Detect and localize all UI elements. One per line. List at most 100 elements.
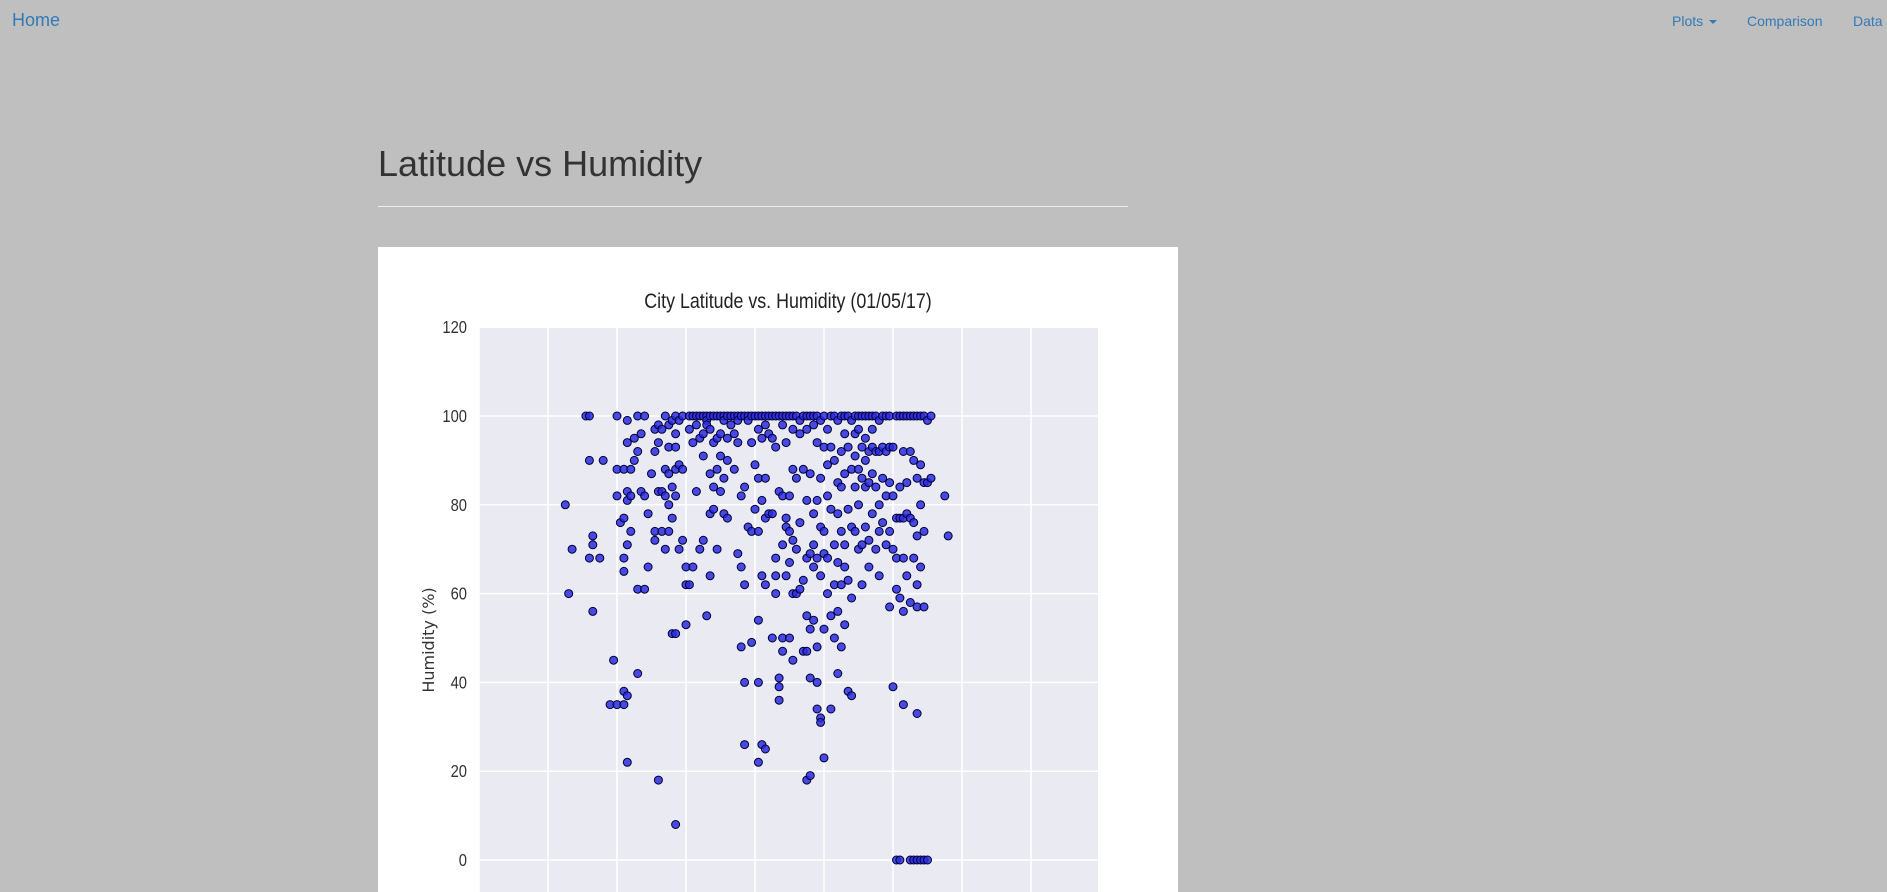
data-point — [895, 593, 905, 603]
plots-dropdown[interactable]: Plots — [1672, 13, 1718, 29]
title-divider — [378, 206, 1128, 207]
data-point — [836, 526, 846, 536]
y-tick-label: 60 — [451, 584, 467, 604]
data-point — [919, 602, 929, 612]
data-point — [733, 549, 743, 559]
data-point — [664, 500, 674, 510]
data-point — [788, 655, 798, 665]
chart-figure: 0 20 40 60 80 100 120 City Latitude vs. Humidi… — [378, 247, 1178, 892]
data-point — [774, 682, 784, 692]
data-point — [778, 420, 788, 430]
home-link[interactable]: Home — [12, 10, 61, 30]
data-point — [812, 495, 822, 505]
data-point — [940, 491, 950, 501]
data-point — [885, 602, 895, 612]
data-point — [816, 473, 826, 483]
data-point — [753, 526, 763, 536]
data-point — [823, 589, 832, 599]
data-point — [802, 611, 812, 621]
data-point — [826, 442, 836, 452]
data-point — [678, 535, 688, 545]
data-point — [760, 580, 770, 590]
data-point — [712, 464, 722, 474]
data-point — [660, 411, 670, 421]
data-point — [702, 611, 712, 621]
data-point — [905, 447, 915, 456]
data-point — [860, 455, 870, 465]
data-point — [847, 593, 857, 603]
data-point — [747, 438, 757, 448]
data-point — [736, 562, 746, 572]
data-point — [633, 447, 643, 456]
data-point — [916, 562, 926, 572]
data-point — [595, 553, 605, 563]
data-point — [619, 700, 629, 710]
data-point — [767, 633, 777, 643]
comparison-link[interactable]: Comparison — [1747, 13, 1823, 29]
data-point — [785, 633, 794, 643]
data-point — [874, 526, 884, 536]
data-point — [791, 544, 801, 554]
chart-title: City Latitude vs. Humidity (01/05/17) — [644, 290, 931, 314]
data-point — [909, 518, 919, 528]
data-point — [885, 478, 895, 488]
data-point — [567, 544, 577, 554]
data-point — [626, 526, 636, 536]
data-point — [898, 700, 908, 710]
data-point — [636, 429, 646, 439]
data-point — [671, 429, 681, 439]
y-axis-label: Humidity (%) — [419, 587, 438, 692]
data-point — [791, 473, 801, 483]
data-point — [860, 522, 870, 532]
data-point — [598, 455, 608, 465]
data-point — [805, 549, 815, 559]
data-point — [740, 580, 750, 590]
data-point — [912, 531, 922, 541]
data-point — [916, 500, 926, 510]
data-point — [667, 482, 677, 492]
data-point — [684, 424, 694, 434]
data-point — [560, 500, 570, 510]
y-tick-label: 120 — [442, 318, 467, 338]
data-point — [809, 509, 819, 519]
data-point — [633, 669, 643, 678]
data-point — [802, 424, 812, 434]
data-point — [622, 438, 632, 448]
data-point — [740, 740, 750, 750]
data-point — [650, 535, 660, 545]
data-point — [753, 615, 763, 625]
data-point — [612, 491, 622, 501]
data-point — [626, 491, 636, 501]
data-point — [695, 544, 705, 554]
data-point — [857, 580, 867, 590]
data-point — [747, 637, 757, 647]
data-point — [885, 526, 895, 536]
data-point — [802, 495, 812, 505]
data-point — [812, 677, 822, 687]
y-tick-label: 40 — [451, 673, 467, 693]
data-point — [757, 571, 767, 581]
data-point — [919, 526, 929, 536]
data-point — [888, 442, 898, 452]
data-point — [767, 509, 777, 519]
data-point — [753, 757, 763, 767]
data-point — [709, 482, 719, 492]
data-point — [833, 558, 843, 567]
data-point — [653, 775, 663, 785]
y-tick-label: 80 — [451, 495, 467, 515]
data-point — [840, 620, 850, 630]
data-point — [760, 744, 770, 754]
data-point — [622, 415, 632, 425]
plot-area — [479, 327, 1098, 892]
data-point — [622, 757, 632, 767]
data-point — [850, 451, 860, 461]
data-point — [823, 553, 832, 563]
data-point — [836, 482, 846, 492]
data-point — [912, 580, 922, 590]
data-point — [833, 509, 843, 519]
data-point — [778, 646, 788, 656]
data-link[interactable]: Data — [1853, 13, 1883, 29]
data-point — [650, 447, 660, 456]
data-point — [647, 469, 656, 479]
page-title: Latitude vs Humidity — [378, 143, 703, 184]
